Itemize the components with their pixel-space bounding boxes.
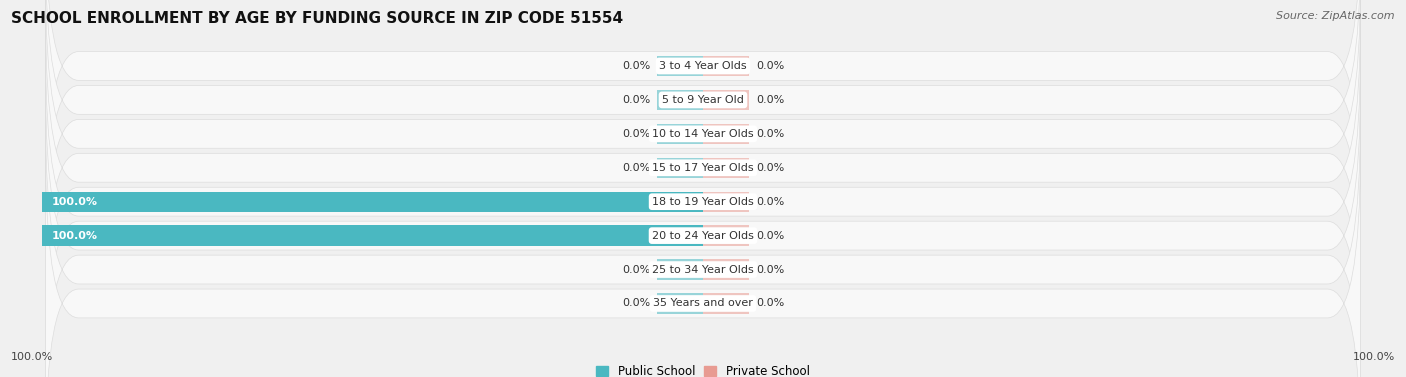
Bar <box>657 259 703 280</box>
Text: 0.0%: 0.0% <box>756 197 785 207</box>
Text: 0.0%: 0.0% <box>756 231 785 241</box>
Legend: Public School, Private School: Public School, Private School <box>592 360 814 377</box>
Bar <box>703 192 749 212</box>
FancyBboxPatch shape <box>45 148 1361 377</box>
Text: 0.0%: 0.0% <box>621 265 650 274</box>
Text: 100.0%: 100.0% <box>52 231 98 241</box>
FancyBboxPatch shape <box>45 114 1361 377</box>
Text: 25 to 34 Year Olds: 25 to 34 Year Olds <box>652 265 754 274</box>
Text: 0.0%: 0.0% <box>621 299 650 308</box>
Bar <box>703 259 749 280</box>
Text: SCHOOL ENROLLMENT BY AGE BY FUNDING SOURCE IN ZIP CODE 51554: SCHOOL ENROLLMENT BY AGE BY FUNDING SOUR… <box>11 11 623 26</box>
Bar <box>42 225 703 246</box>
Bar <box>657 124 703 144</box>
Bar <box>657 90 703 110</box>
Text: 0.0%: 0.0% <box>621 163 650 173</box>
Bar <box>657 158 703 178</box>
Text: 0.0%: 0.0% <box>621 61 650 71</box>
Text: 35 Years and over: 35 Years and over <box>652 299 754 308</box>
Text: Source: ZipAtlas.com: Source: ZipAtlas.com <box>1277 11 1395 21</box>
Text: 0.0%: 0.0% <box>756 61 785 71</box>
Text: 0.0%: 0.0% <box>756 265 785 274</box>
Text: 5 to 9 Year Old: 5 to 9 Year Old <box>662 95 744 105</box>
FancyBboxPatch shape <box>45 0 1361 221</box>
Bar <box>703 56 749 76</box>
Text: 0.0%: 0.0% <box>621 129 650 139</box>
FancyBboxPatch shape <box>45 46 1361 357</box>
Text: 0.0%: 0.0% <box>756 129 785 139</box>
Text: 100.0%: 100.0% <box>1353 352 1395 362</box>
Text: 0.0%: 0.0% <box>756 163 785 173</box>
FancyBboxPatch shape <box>45 12 1361 323</box>
Text: 0.0%: 0.0% <box>621 95 650 105</box>
Bar <box>703 158 749 178</box>
Bar <box>703 90 749 110</box>
Bar <box>703 124 749 144</box>
Text: 15 to 17 Year Olds: 15 to 17 Year Olds <box>652 163 754 173</box>
Bar <box>657 293 703 314</box>
Text: 0.0%: 0.0% <box>756 95 785 105</box>
Bar <box>703 293 749 314</box>
FancyBboxPatch shape <box>45 0 1361 255</box>
Bar <box>703 225 749 246</box>
Bar <box>657 56 703 76</box>
Bar <box>42 192 703 212</box>
Text: 100.0%: 100.0% <box>11 352 53 362</box>
Text: 100.0%: 100.0% <box>52 197 98 207</box>
Text: 3 to 4 Year Olds: 3 to 4 Year Olds <box>659 61 747 71</box>
Text: 20 to 24 Year Olds: 20 to 24 Year Olds <box>652 231 754 241</box>
Text: 0.0%: 0.0% <box>756 299 785 308</box>
FancyBboxPatch shape <box>45 0 1361 289</box>
Text: 18 to 19 Year Olds: 18 to 19 Year Olds <box>652 197 754 207</box>
Text: 10 to 14 Year Olds: 10 to 14 Year Olds <box>652 129 754 139</box>
FancyBboxPatch shape <box>45 80 1361 377</box>
